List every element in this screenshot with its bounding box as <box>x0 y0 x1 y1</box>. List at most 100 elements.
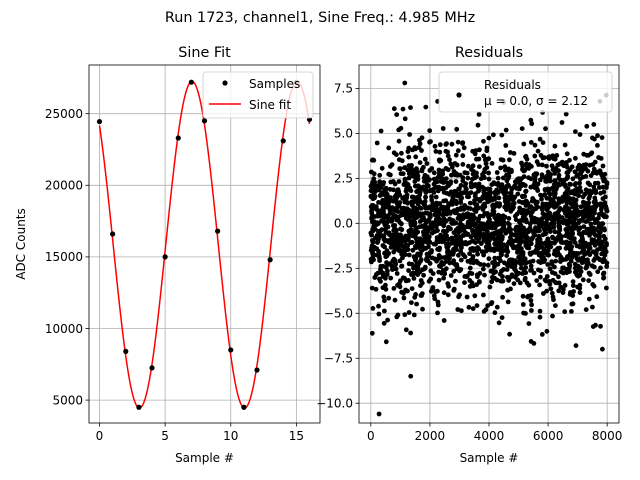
residual-point <box>544 328 550 334</box>
residual-point <box>585 180 591 186</box>
residual-point <box>433 149 439 154</box>
residual-point <box>429 230 435 236</box>
residual-point <box>604 208 609 213</box>
residual-point <box>369 208 374 214</box>
residual-point <box>506 263 511 269</box>
residual-point <box>402 312 408 318</box>
residual-point <box>369 330 375 336</box>
residual-point <box>504 178 510 184</box>
residual-point <box>597 240 603 246</box>
residual-point <box>500 234 505 240</box>
residual-point <box>475 274 480 280</box>
sample-point <box>162 254 168 260</box>
residual-point <box>560 270 566 276</box>
residual-point <box>505 220 511 226</box>
residual-point <box>529 302 534 308</box>
residual-point <box>396 157 402 163</box>
residual-point <box>446 191 452 197</box>
residual-point <box>526 175 531 181</box>
residual-point <box>422 202 427 208</box>
residual-point <box>385 317 390 323</box>
residual-point <box>540 250 546 256</box>
residual-point <box>394 152 399 158</box>
residual-point <box>583 230 589 236</box>
legend-samples-marker <box>222 80 228 86</box>
residual-point <box>465 258 471 264</box>
residual-point <box>506 216 512 221</box>
residual-point <box>481 153 487 159</box>
residual-point <box>372 179 378 185</box>
residual-point <box>457 221 463 227</box>
sample-point <box>188 79 194 85</box>
residual-point <box>601 270 607 276</box>
sample-point <box>215 228 221 234</box>
residual-point <box>529 218 535 224</box>
residual-point <box>561 265 567 271</box>
residual-point <box>399 263 405 269</box>
residual-point <box>556 168 561 174</box>
residual-point <box>476 112 482 117</box>
residual-point <box>528 298 534 303</box>
residual-point <box>602 250 607 255</box>
residual-point <box>424 251 430 257</box>
residual-point <box>464 170 470 176</box>
residual-point <box>517 220 523 226</box>
residual-point <box>456 228 462 234</box>
residual-point <box>436 167 442 173</box>
residual-point <box>483 161 489 167</box>
residual-point <box>396 138 402 144</box>
residual-point <box>578 171 584 176</box>
residual-point <box>417 219 423 224</box>
residual-point <box>580 199 586 205</box>
residual-point <box>406 252 412 258</box>
residual-point <box>395 282 400 288</box>
residual-point <box>503 230 509 236</box>
residual-point <box>562 309 568 315</box>
residual-point <box>414 166 419 172</box>
residual-point <box>480 207 486 213</box>
residual-point <box>542 155 547 161</box>
residual-point <box>421 164 426 170</box>
sample-point <box>110 231 116 237</box>
residual-point <box>470 163 476 169</box>
residual-point <box>501 215 507 221</box>
residual-point <box>503 143 509 148</box>
panel-residuals: 0 2000 4000 6000 8000 −10.0 −7.5 −5.0 −2.5 0.0 2.5… <box>316 45 622 465</box>
x-tick-label: 15 <box>289 429 304 443</box>
residual-point <box>411 276 417 281</box>
residual-point <box>544 243 550 249</box>
residual-point <box>398 125 404 131</box>
residual-point <box>402 181 407 186</box>
residual-point <box>539 162 545 168</box>
residual-point <box>435 214 441 220</box>
residual-point <box>574 243 580 249</box>
residual-point <box>573 129 578 135</box>
residual-point <box>426 278 432 284</box>
residual-point <box>526 321 532 326</box>
residual-point <box>412 145 418 151</box>
residual-point <box>604 241 609 246</box>
residual-point <box>507 229 513 235</box>
residual-point <box>442 255 447 260</box>
residual-point <box>554 153 560 158</box>
residual-point <box>384 272 390 277</box>
residual-point <box>372 185 378 191</box>
residual-point <box>576 193 582 199</box>
y-tick-label: −7.5 <box>324 352 353 366</box>
residual-point <box>587 188 593 194</box>
residual-point <box>547 266 553 272</box>
residual-point <box>498 165 503 171</box>
residual-point <box>518 231 523 237</box>
residual-point <box>406 171 412 177</box>
residual-point <box>465 273 470 279</box>
residual-point <box>410 209 416 215</box>
residual-point <box>572 200 577 206</box>
residual-point <box>406 175 412 181</box>
residual-point <box>492 190 498 195</box>
residual-point <box>600 346 605 352</box>
residual-point <box>564 229 570 235</box>
residual-point <box>444 228 450 234</box>
x-tick-label: 2000 <box>415 429 446 443</box>
residual-point <box>553 280 559 286</box>
residual-point <box>371 157 377 163</box>
